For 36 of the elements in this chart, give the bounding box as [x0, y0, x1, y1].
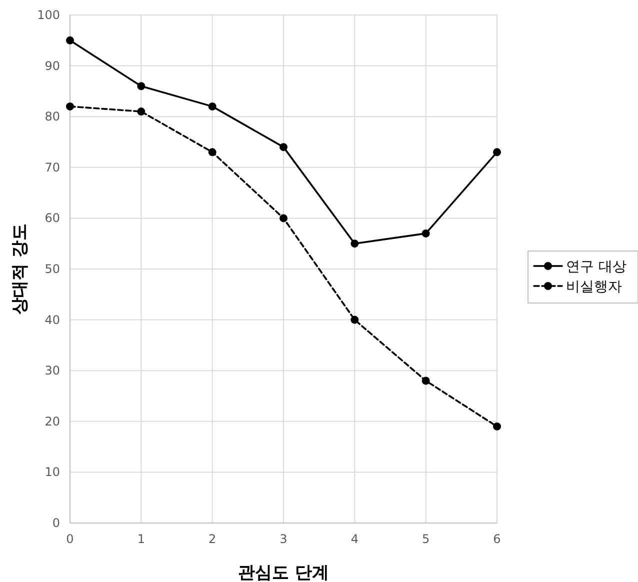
point: [493, 422, 501, 430]
legend-label: 비실행자: [566, 279, 622, 295]
x-tick-label: 5: [422, 532, 430, 546]
x-tick-label: 4: [350, 532, 358, 546]
y-tick-label: 80: [44, 110, 60, 124]
x-axis-title: 관심도 단계: [238, 563, 329, 582]
y-tick-label: 0: [52, 516, 60, 530]
point: [350, 240, 359, 248]
y-tick-label: 100: [37, 8, 60, 22]
point: [66, 36, 74, 44]
y-tick-label: 10: [44, 465, 60, 480]
y-tick-label: 50: [44, 262, 60, 276]
y-tick-label: 20: [44, 414, 60, 428]
x-tick-label: 3: [280, 532, 288, 546]
x-tick-label: 6: [493, 532, 501, 546]
point: [422, 229, 430, 238]
y-tick-label: 60: [44, 211, 60, 226]
point: [137, 108, 146, 116]
point: [350, 316, 359, 324]
y-tick-label: 70: [44, 160, 60, 174]
x-tick-label: 1: [137, 532, 145, 546]
point: [422, 376, 430, 385]
x-tick-label: 0: [66, 532, 74, 546]
point: [208, 102, 216, 110]
y-tick-label: 30: [44, 364, 60, 378]
y-tick-label: 40: [44, 312, 60, 327]
point: [493, 148, 501, 156]
point: [280, 143, 288, 152]
y-tick-label: 90: [44, 58, 60, 73]
x-tick-label: 2: [208, 532, 216, 546]
point: [137, 82, 146, 90]
point: [208, 148, 216, 156]
y-axis-title: 상대적 강도: [10, 224, 30, 314]
point: [66, 102, 74, 110]
legend-label: 연구 대상: [566, 259, 626, 275]
point: [280, 214, 288, 222]
